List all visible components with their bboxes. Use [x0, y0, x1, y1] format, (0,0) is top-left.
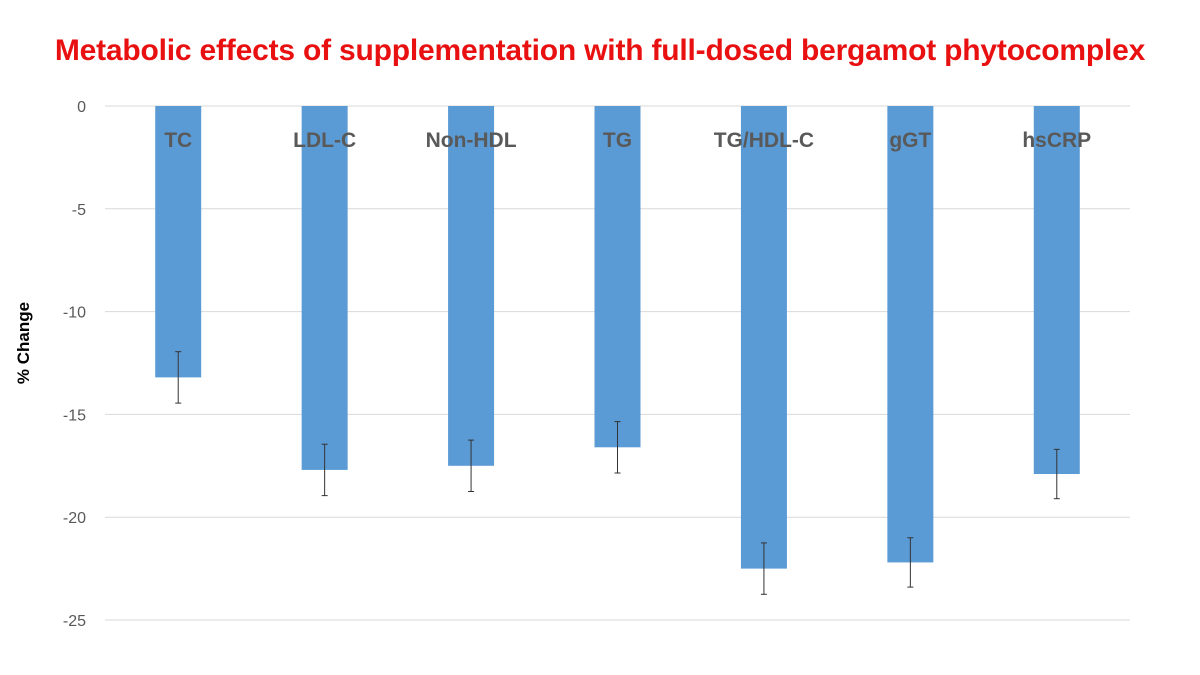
category-label: LDL-C [293, 129, 356, 152]
bar [887, 106, 934, 563]
y-tick-label: -20 [63, 510, 86, 527]
y-tick-label: -25 [63, 613, 86, 630]
category-label: TC [164, 129, 192, 152]
category-label: TG [603, 129, 632, 152]
category-label: hsCRP [1022, 129, 1091, 152]
bar [448, 106, 495, 466]
category-label: Non-HDL [426, 129, 517, 152]
category-label: gGT [889, 129, 931, 152]
bar [740, 106, 787, 569]
category-label: TG/HDL-C [714, 129, 814, 152]
y-tick-label: 0 [77, 99, 86, 116]
y-tick-label: -5 [72, 202, 86, 219]
bar [1033, 106, 1080, 475]
bar [594, 106, 641, 448]
bar [155, 106, 202, 378]
y-tick-label: -10 [63, 305, 86, 322]
bar [301, 106, 348, 470]
y-tick-label: -15 [63, 407, 86, 424]
chart-title: Metabolic effects of supplementation wit… [54, 34, 1146, 67]
